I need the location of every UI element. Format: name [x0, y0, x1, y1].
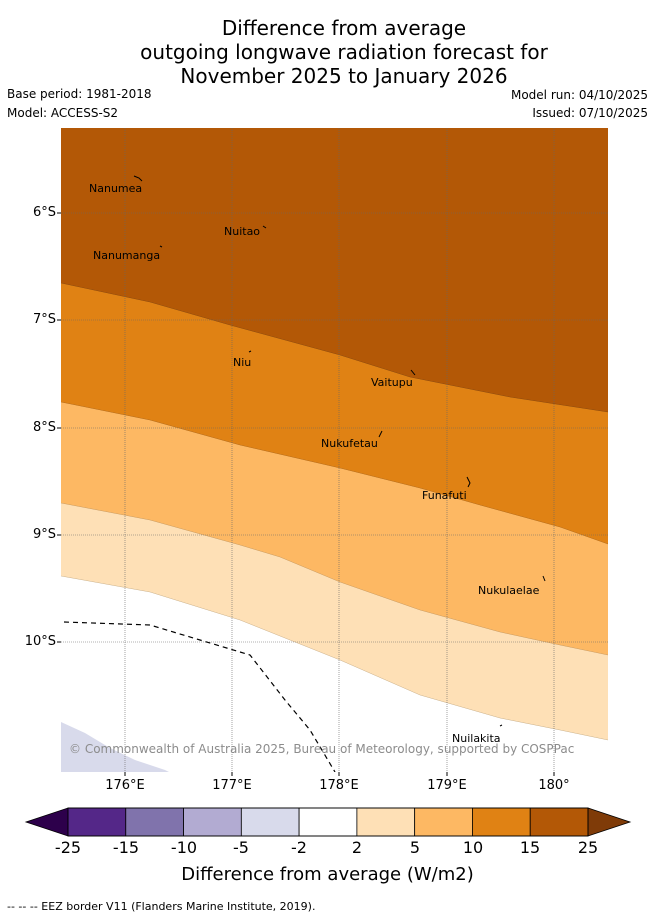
colorbar-low-extend	[24, 807, 69, 837]
island-niu	[248, 350, 252, 353]
colorbar-segment	[472, 807, 531, 837]
lon-label-176e: 176°E	[105, 778, 145, 793]
colorbar-label: Difference from average (W/m2)	[181, 864, 474, 885]
island-nanumea	[133, 175, 143, 182]
island-vaitupu	[410, 369, 416, 376]
title-line-2: outgoing longwave radiation forecast for	[140, 40, 548, 64]
island-nuitao	[262, 225, 267, 229]
place-labels: Nanumea Nuitao Nanumanga Niu Vaitupu Nuk…	[89, 182, 540, 745]
label-funafuti: Funafuti	[422, 489, 467, 502]
colorbar-tick: -15	[112, 838, 140, 857]
label-nukufetau: Nukufetau	[321, 437, 378, 450]
eez-legend-note: -- -- -- EEZ border V11 (Flanders Marine…	[7, 900, 316, 913]
label-nuilakita: Nuilakita	[452, 732, 501, 745]
colorbar-tick: 2	[351, 838, 363, 857]
colorbar-segment	[529, 807, 589, 837]
label-niu: Niu	[233, 356, 251, 369]
model-name: Model: ACCESS-S2	[7, 106, 119, 120]
base-period: Base period: 1981-2018	[7, 87, 152, 101]
contour-line-2	[61, 575, 608, 741]
colorbar-tick: 10	[462, 838, 484, 857]
lat-label-7s: 7°S	[32, 312, 56, 327]
colorbar-tick: -10	[170, 838, 198, 857]
colorbar-segment	[240, 807, 300, 837]
graticule	[61, 128, 608, 772]
lat-label-8s: 8°S	[32, 420, 56, 435]
colorbar-tick: 25	[577, 838, 599, 857]
lon-label-178e: 178°E	[319, 778, 359, 793]
colorbar-tick: -25	[54, 838, 82, 857]
chart-title: Difference from average outgoing longwav…	[0, 16, 655, 88]
lat-label-6s: 6°S	[32, 205, 56, 220]
label-nanumea: Nanumea	[89, 182, 142, 195]
colorbar-segment	[298, 807, 358, 837]
label-nanumanga: Nanumanga	[93, 249, 160, 262]
model-run: Model run: 04/10/2025	[510, 88, 648, 102]
contour-line-5	[61, 502, 608, 656]
colorbar-high-extend	[587, 807, 632, 837]
colorbar	[24, 807, 632, 837]
colorbar-tick: 15	[519, 838, 541, 857]
lon-label-177e: 177°E	[212, 778, 252, 793]
colorbar-segment	[414, 807, 473, 837]
island-nuilakita	[499, 724, 503, 727]
label-vaitupu: Vaitupu	[371, 376, 413, 389]
lon-label-180: 180°	[538, 778, 570, 793]
band-neutral	[61, 576, 608, 772]
island-nukulaelae	[542, 575, 546, 582]
colorbar-segment	[356, 807, 416, 837]
eez-border-line	[63, 621, 336, 772]
label-nukulaelae: Nukulaelae	[478, 584, 540, 597]
issued-date: Issued: 07/10/2025	[532, 106, 648, 120]
label-nuitao: Nuitao	[224, 225, 260, 238]
island-outlines	[133, 175, 546, 727]
colorbar-segment	[125, 807, 184, 837]
colorbar-frame	[67, 807, 589, 837]
title-line-1: Difference from average	[221, 16, 467, 40]
colorbar-tick: -2	[291, 838, 307, 857]
island-nukufetau	[378, 430, 383, 438]
axis-ticks	[57, 212, 555, 776]
lat-label-10s: 10°S	[24, 634, 56, 649]
colorbar-tick: -5	[233, 838, 249, 857]
island-funafuti	[466, 476, 471, 488]
island-nanumanga	[159, 245, 163, 248]
colorbar-segments	[67, 807, 589, 837]
colorbar-segment	[183, 807, 242, 837]
contour-line-15	[61, 282, 608, 413]
copyright-notice: © Commonwealth of Australia 2025, Bureau…	[69, 742, 574, 756]
title-line-3: November 2025 to January 2026	[180, 64, 508, 88]
lat-label-9s: 9°S	[32, 527, 56, 542]
lon-label-179e: 179°E	[427, 778, 467, 793]
contour-bands: Nanumea Nuitao Nanumanga Niu Vaitupu Nuk…	[61, 128, 608, 772]
colorbar-tick: 5	[409, 838, 421, 857]
colorbar-segment	[67, 807, 127, 837]
band-minus-2-to-minus-5	[61, 722, 169, 772]
contour-line-10	[61, 401, 608, 545]
